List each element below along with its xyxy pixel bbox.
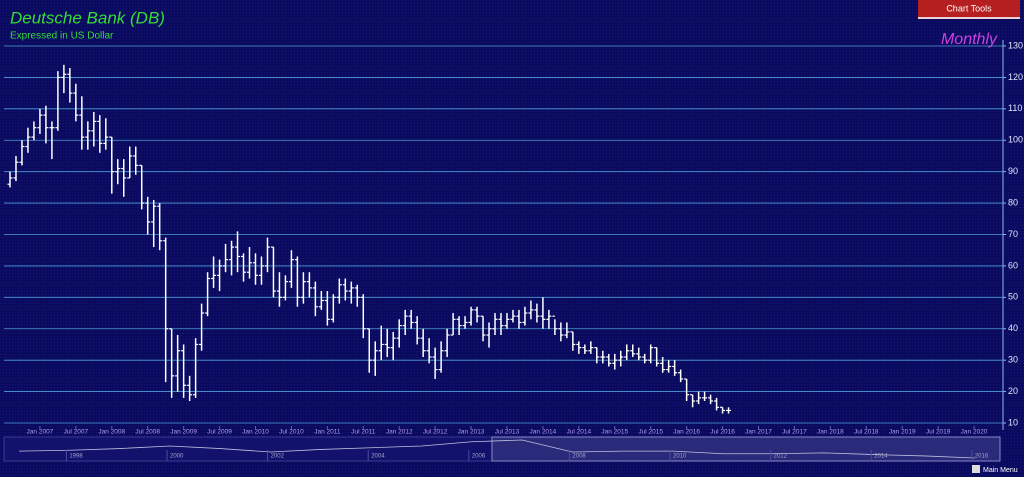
navigator-selection (491, 436, 1001, 462)
menu-label: Main Menu (983, 467, 1018, 474)
x-tick-label: Jul 2013 (495, 429, 520, 436)
y-tick-label: 90 (1008, 166, 1018, 176)
y-tick-label: 40 (1008, 323, 1018, 333)
x-tick-label: Jan 2016 (673, 429, 700, 436)
x-tick-label: Jan 2013 (458, 429, 485, 436)
y-tick-label: 100 (1008, 135, 1023, 145)
x-tick-label: Jul 2012 (423, 429, 448, 436)
navigator-tick-label: 2012 (774, 454, 788, 460)
y-tick-label: 130 (1008, 40, 1023, 50)
x-tick-label: Jul 2019 (926, 429, 951, 436)
x-tick-label: Jan 2011 (314, 429, 341, 436)
button-label: Chart Tools (946, 3, 992, 13)
y-tick-label: 120 (1008, 72, 1023, 82)
chart-title: Deutsche Bank (DB) (10, 8, 165, 27)
x-tick-label: Jul 2017 (782, 429, 807, 436)
navigator-line (19, 439, 975, 459)
x-tick-label: Jan 2018 (817, 429, 844, 436)
x-tick-label: Jan 2008 (98, 429, 125, 436)
y-tick-label: 60 (1008, 260, 1018, 270)
period-label: Monthly (941, 31, 998, 48)
x-tick-label: Jul 2009 (207, 429, 232, 436)
chart-tools-button[interactable]: Chart Tools (918, 0, 1020, 19)
x-tick-label: Jan 2019 (889, 429, 916, 436)
y-tick-label: 70 (1008, 229, 1018, 239)
button-bg (918, 0, 1020, 18)
x-tick-label: Jul 2016 (710, 429, 735, 436)
navigator-tick-label: 2008 (572, 454, 586, 460)
chart-subtitle: Expressed in US Dollar (10, 31, 114, 42)
navigator-tick-label: 1998 (69, 454, 83, 460)
y-tick-label: 110 (1008, 103, 1022, 113)
x-tick-label: Jan 2014 (530, 429, 557, 436)
x-tick-label: Jan 2020 (961, 429, 988, 436)
x-tick-label: Jul 2015 (638, 429, 663, 436)
x-tick-label: Jan 2007 (27, 429, 54, 436)
navigator-tick-label: 2006 (472, 454, 486, 460)
x-tick-label: Jan 2010 (242, 429, 269, 436)
y-tick-label: 10 (1008, 417, 1018, 427)
x-tick-label: Jul 2007 (64, 429, 89, 436)
x-tick-label: Jan 2009 (170, 429, 197, 436)
navigator-tick-label: 2004 (371, 454, 385, 460)
x-tick-label: Jan 2017 (745, 429, 772, 436)
navigator-tick-label: 2010 (673, 454, 687, 460)
x-tick-label: Jul 2010 (279, 429, 304, 436)
y-tick-label: 20 (1008, 386, 1018, 396)
x-tick-label: Jan 2015 (601, 429, 628, 436)
x-tick-label: Jan 2012 (386, 429, 413, 436)
menu-icon (972, 465, 980, 473)
y-tick-label: 80 (1008, 197, 1018, 207)
main-menu-button[interactable]: Main Menu (972, 465, 1018, 474)
x-tick-label: Jul 2008 (135, 429, 160, 436)
navigator-tick-label: 2002 (271, 454, 285, 460)
x-tick-label: Jul 2014 (567, 429, 592, 436)
y-tick-label: 50 (1008, 292, 1018, 302)
navigator-tick-label: 2000 (170, 454, 184, 460)
navigator-tick-label: 2014 (874, 454, 888, 460)
x-tick-label: Jul 2018 (854, 429, 879, 436)
navigator-tick-label: 2016 (975, 454, 989, 460)
x-tick-label: Jul 2011 (351, 429, 375, 436)
y-tick-label: 30 (1008, 355, 1018, 365)
button-underline (918, 17, 1020, 19)
